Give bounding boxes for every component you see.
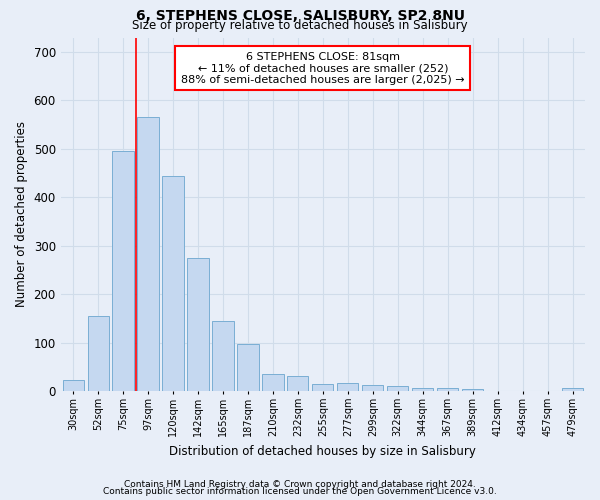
- Bar: [163, 176, 184, 391]
- Bar: [387, 386, 409, 391]
- Bar: [238, 344, 259, 391]
- Bar: [312, 384, 334, 391]
- Bar: [287, 376, 308, 391]
- Text: Contains public sector information licensed under the Open Government Licence v3: Contains public sector information licen…: [103, 487, 497, 496]
- Bar: [187, 258, 209, 391]
- Bar: [137, 118, 158, 391]
- Y-axis label: Number of detached properties: Number of detached properties: [15, 122, 28, 308]
- Bar: [437, 388, 458, 391]
- Bar: [262, 374, 284, 391]
- Bar: [62, 380, 84, 391]
- Bar: [88, 316, 109, 391]
- Bar: [412, 388, 433, 391]
- X-axis label: Distribution of detached houses by size in Salisbury: Distribution of detached houses by size …: [169, 444, 476, 458]
- Bar: [362, 386, 383, 391]
- Bar: [562, 388, 583, 391]
- Bar: [462, 388, 483, 391]
- Text: Size of property relative to detached houses in Salisbury: Size of property relative to detached ho…: [132, 19, 468, 32]
- Bar: [112, 152, 134, 391]
- Text: 6, STEPHENS CLOSE, SALISBURY, SP2 8NU: 6, STEPHENS CLOSE, SALISBURY, SP2 8NU: [136, 9, 464, 23]
- Bar: [337, 383, 358, 391]
- Text: 6 STEPHENS CLOSE: 81sqm
← 11% of detached houses are smaller (252)
88% of semi-d: 6 STEPHENS CLOSE: 81sqm ← 11% of detache…: [181, 52, 464, 85]
- Bar: [212, 321, 233, 391]
- Text: Contains HM Land Registry data © Crown copyright and database right 2024.: Contains HM Land Registry data © Crown c…: [124, 480, 476, 489]
